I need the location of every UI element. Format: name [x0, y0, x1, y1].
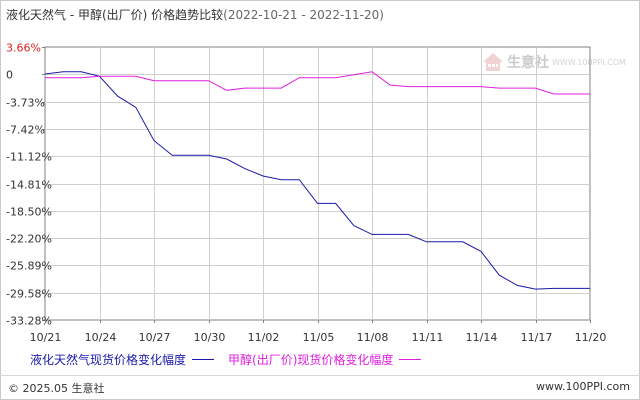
y-tick-label: -22.20% [6, 233, 52, 246]
y-tick-label: -25.89% [6, 260, 52, 273]
y-tick-label: -14.81% [6, 179, 52, 192]
y-tick-label: -33.28% [6, 315, 52, 328]
x-tick-label: 11/17 [521, 331, 553, 344]
y-tick-label: -3.73% [6, 97, 45, 110]
x-tick-label: 10/21 [30, 331, 62, 344]
x-tick-label: 11/02 [248, 331, 280, 344]
x-tick-label: 10/24 [85, 331, 117, 344]
y-tick-label: -18.50% [6, 206, 52, 219]
footer-site-link[interactable]: www.100PPI.com [536, 380, 630, 393]
chart-title: 液化天然气 - 甲醇(出厂价) 价格趋势比较(2022-10-21 - 2022… [6, 6, 384, 23]
y-tick-label: -29.58% [6, 288, 52, 301]
x-tick-label: 11/08 [357, 331, 389, 344]
legend-item-lng: 液化天然气现货价格变化幅度 [30, 351, 215, 368]
footer-divider [0, 375, 640, 376]
y-tick-label: 3.66% [6, 42, 41, 55]
x-tick-label: 11/11 [412, 331, 444, 344]
chart-legend: 液化天然气现货价格变化幅度 甲醇(出厂价)现货价格变化幅度 [30, 351, 435, 368]
chart-title-range: (2022-10-21 - 2022-11-20) [223, 8, 384, 22]
watermark-brand: 生意社 [507, 55, 549, 71]
y-tick-label: -7.42% [6, 124, 45, 137]
y-tick-label: 0 [6, 69, 13, 82]
legend-label-methanol: 甲醇(出厂价)现货价格变化幅度 [228, 353, 394, 367]
x-tick-label: 10/27 [139, 331, 171, 344]
legend-item-methanol: 甲醇(出厂价)现货价格变化幅度 [228, 351, 422, 368]
legend-swatch-methanol [399, 359, 422, 360]
series-line-lng [44, 71, 590, 290]
series-line-methanol [45, 71, 590, 95]
watermark-logo: 生意社 WWW.100PPI.COM [482, 52, 626, 72]
y-tick-label: -11.12% [6, 151, 52, 164]
watermark-url: WWW.100PPI.COM [552, 57, 626, 67]
plot-area-border [44, 46, 591, 321]
x-tick-label: 10/30 [194, 331, 226, 344]
legend-swatch-lng [192, 359, 215, 360]
legend-label-lng: 液化天然气现货价格变化幅度 [30, 353, 187, 367]
chart-title-main: 液化天然气 - 甲醇(出厂价) 价格趋势比较 [6, 8, 224, 22]
house-logo-icon [483, 53, 503, 71]
x-tick-label: 11/20 [575, 331, 607, 344]
footer-copyright: © 2025.05 生意社 [8, 382, 105, 395]
x-tick-label: 11/14 [466, 331, 498, 344]
x-tick-label: 11/05 [303, 331, 335, 344]
